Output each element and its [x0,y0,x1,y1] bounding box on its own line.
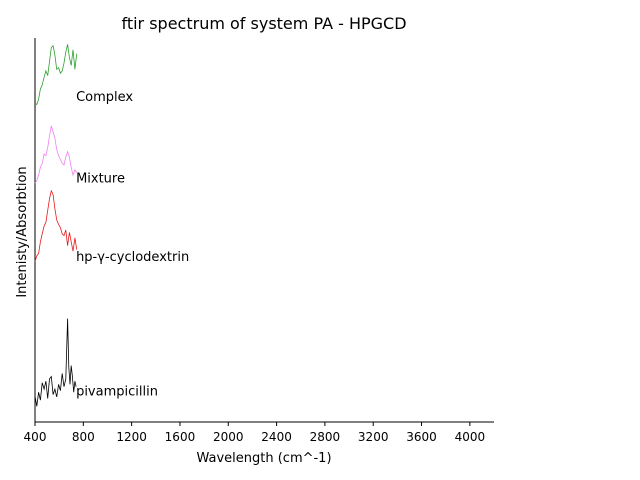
x-tick-label: 2000 [213,430,244,444]
x-tick-label: 2800 [310,430,341,444]
x-axis-label: Wavelength (cm^-1) [196,451,331,466]
series-line-mixture [34,125,78,184]
series-line-complex [34,44,78,106]
x-tick-label: 2400 [261,430,292,444]
series-label: hp-γ-cyclodextrin [76,250,189,265]
x-tick-label: 3600 [406,430,437,444]
chart-title: ftir spectrum of system PA - HPGCD [121,14,406,33]
series-line-hp-cyclodextrin [34,189,78,262]
x-tick-label: 800 [72,430,95,444]
x-tick-label: 4000 [455,430,486,444]
series-label: Complex [76,90,133,105]
x-tick-label: 3200 [358,430,389,444]
x-tick-label: 1600 [165,430,196,444]
series-label: pivampicillin [76,385,158,400]
series-label: Mixture [76,172,125,187]
x-tick-label: 1200 [116,430,147,444]
x-tick-label: 400 [24,430,47,444]
y-axis-label: Intenisty/Absorbtion [15,166,30,297]
series-line-pivampicillin [34,318,77,407]
